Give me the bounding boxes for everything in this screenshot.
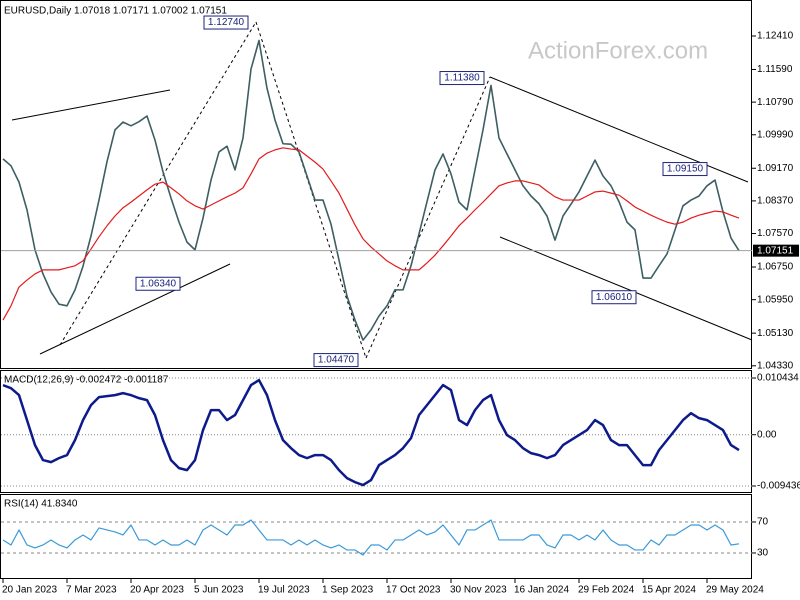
rsi-frame — [0, 494, 752, 579]
annotation-label: 1.06340 — [140, 278, 177, 289]
y-tick-label: 1.05130 — [757, 328, 794, 339]
annotation-box — [313, 353, 359, 368]
annotation-box — [662, 162, 708, 177]
y-tick-label: 0.00 — [757, 429, 777, 440]
y-tick-label: 1.05950 — [757, 294, 794, 305]
current-price-box — [753, 244, 799, 257]
annotation-label: 1.06010 — [596, 292, 633, 303]
y-tick-label: 1.07570 — [757, 228, 794, 239]
y-tick-label: 1.09170 — [757, 163, 794, 174]
series-line — [2, 519, 740, 556]
x-tick-label: 16 Jan 2024 — [514, 585, 569, 596]
y-tick-label: 0.010434 — [757, 373, 799, 384]
x-tick-label: 20 Jan 2023 — [2, 585, 57, 596]
y-tick-label: 1.12410 — [757, 31, 794, 42]
y-tick-label: 30 — [757, 548, 769, 559]
y-tick-label: 1.06750 — [757, 262, 794, 273]
annotation-label: 1.12740 — [208, 17, 245, 28]
annotation-label: 1.11380 — [444, 73, 480, 84]
y-tick-label: -0.009436 — [757, 481, 800, 492]
macd-title: MACD(12,26,9) -0.002472 -0.001187 — [4, 375, 169, 386]
y-tick-label: 1.11590 — [757, 64, 793, 75]
trend-line — [11, 89, 171, 121]
y-tick-label: 1.10790 — [757, 97, 794, 108]
series-line — [2, 378, 740, 487]
annotation-box — [203, 15, 249, 30]
y-tick-label: 1.08370 — [757, 196, 794, 207]
price-frame — [0, 0, 752, 369]
annotation-box — [135, 276, 181, 291]
x-tick-label: 1 Sep 2023 — [322, 585, 374, 596]
trend-line — [499, 236, 753, 341]
y-tick-label: 70 — [757, 517, 769, 528]
series-line — [2, 147, 740, 321]
x-tick-label: 29 May 2024 — [706, 585, 764, 596]
x-tick-label: 15 Apr 2024 — [642, 585, 696, 596]
x-tick-label: 19 Jul 2023 — [258, 585, 310, 596]
x-tick-label: 7 Mar 2023 — [66, 585, 117, 596]
annotation-box — [591, 290, 637, 305]
x-tick-label: 5 Jun 2023 — [194, 585, 244, 596]
y-tick-label: 1.09990 — [757, 129, 794, 140]
annotation-label: 1.09150 — [667, 164, 704, 175]
x-tick-label: 30 Nov 2023 — [450, 585, 507, 596]
x-tick-label: 17 Oct 2023 — [386, 585, 441, 596]
trend-line — [39, 263, 231, 355]
annotation-box — [439, 71, 485, 86]
series-line — [2, 39, 740, 341]
x-tick-label: 29 Feb 2024 — [578, 585, 635, 596]
x-tick-label: 20 Apr 2023 — [130, 585, 184, 596]
current-price-label: 1.07151 — [757, 245, 794, 256]
y-tick-label: 1.04330 — [757, 360, 794, 371]
annotation-label: 1.04470 — [318, 355, 355, 366]
rsi-title: RSI(14) 41.8340 — [4, 499, 78, 510]
chart-title: EURUSD,Daily 1.07018 1.07171 1.07002 1.0… — [4, 6, 227, 17]
macd-frame — [0, 370, 752, 493]
watermark: ActionForex.com — [528, 37, 708, 64]
